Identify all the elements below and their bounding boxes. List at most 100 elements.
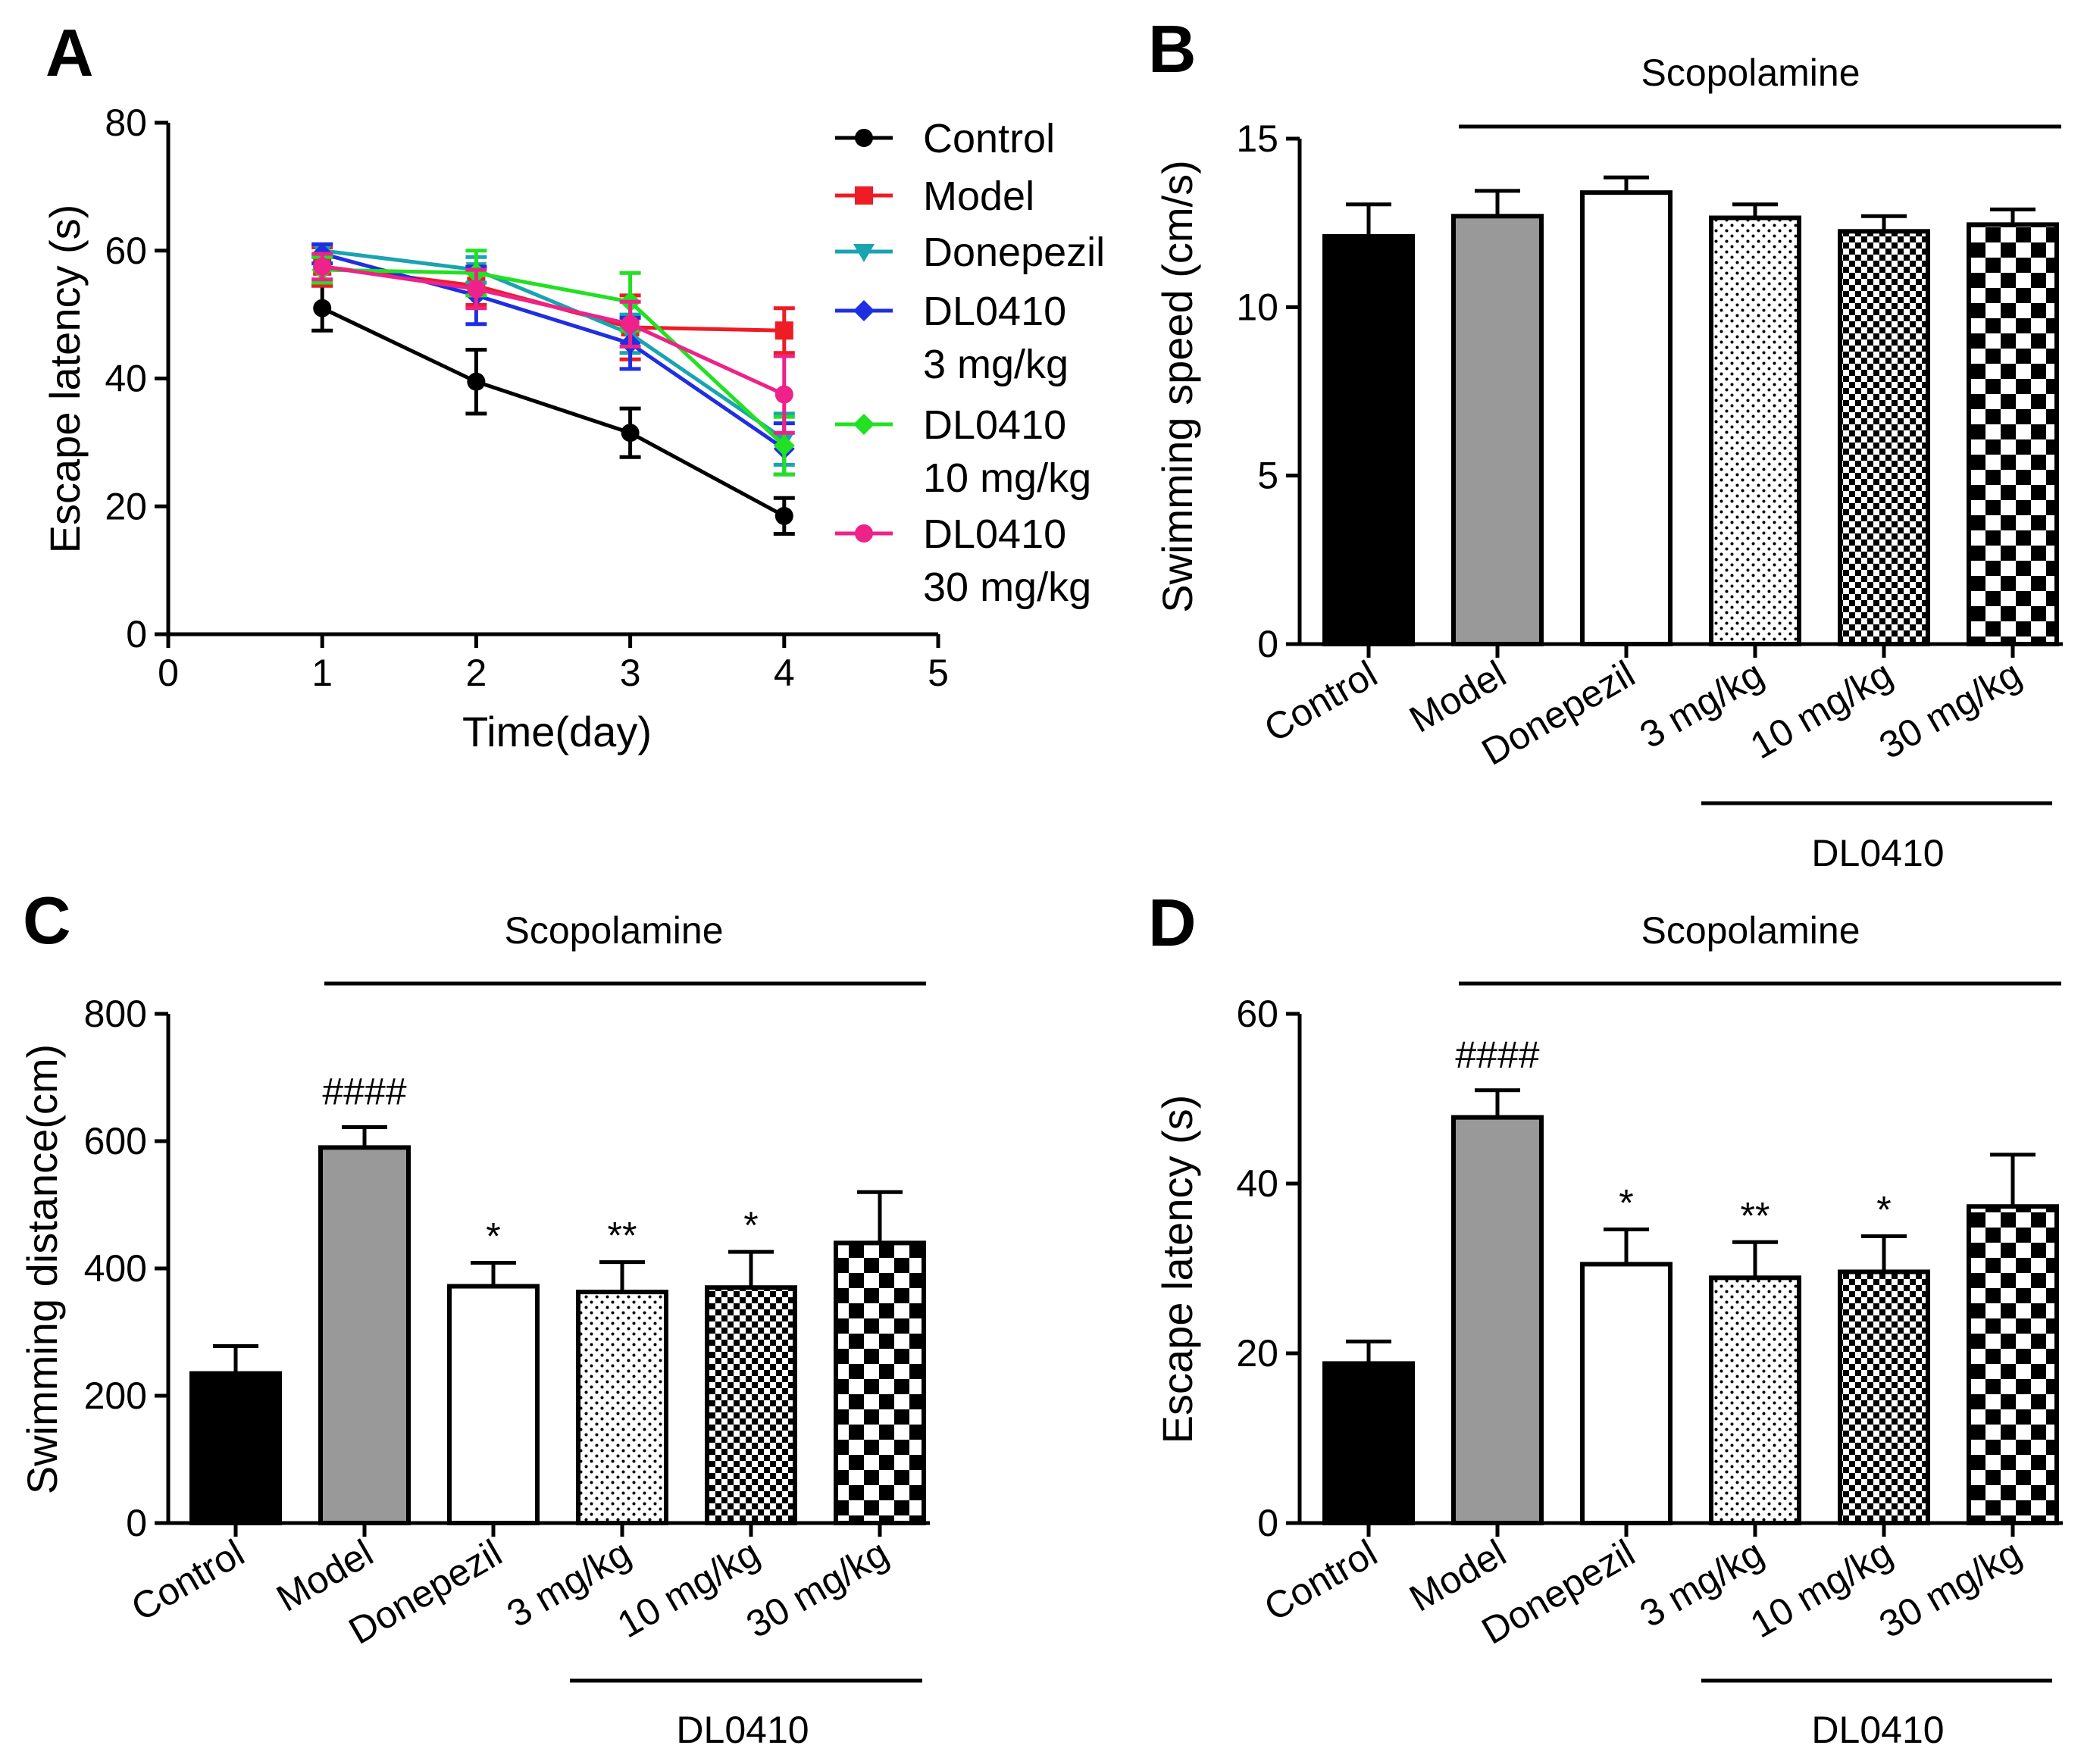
panel-a-x-tick-label: 4 bbox=[774, 652, 795, 694]
panel-c-bar bbox=[318, 1145, 411, 1526]
panel-d-bar bbox=[1967, 1204, 2059, 1525]
panel-b-bar bbox=[1322, 233, 1415, 647]
panel-c-x-tick-label: 10 mg/kg bbox=[610, 1531, 766, 1646]
panel-b-bar bbox=[1838, 229, 1930, 646]
panel-a-y-tick-label: 20 bbox=[105, 485, 147, 527]
panel-c-y-axis-label: Swimming distance(cm) bbox=[18, 1044, 66, 1494]
panel-d: D Escape latency (s) Scopolamine DL0410 … bbox=[1148, 885, 2063, 1751]
panel-a: A Escape latency (s) Time(day) 020406080… bbox=[41, 15, 1105, 755]
panel-a-legend-label: DL0410 bbox=[923, 402, 1066, 448]
panel-b-bottom-group-label: DL0410 bbox=[1811, 832, 1944, 874]
panel-a-legend-swatch-marker bbox=[855, 186, 873, 205]
panel-d-bar bbox=[1322, 1361, 1415, 1525]
panel-c-y-tick-label: 600 bbox=[84, 1120, 147, 1162]
panel-a-legend-label: DL0410 bbox=[923, 511, 1066, 557]
panel-b-top-group-label: Scopolamine bbox=[1641, 52, 1860, 94]
panel-a-legend-swatch-marker bbox=[855, 129, 873, 147]
panel-d-y-tick-label: 0 bbox=[1257, 1502, 1278, 1544]
panel-b: B Swimming speed (cm/s) Scopolamine DL04… bbox=[1148, 11, 2063, 874]
panel-a-data-point bbox=[621, 424, 640, 443]
panel-d-top-group-label: Scopolamine bbox=[1641, 909, 1860, 952]
panel-b-x-tick-label: 30 mg/kg bbox=[1872, 652, 2028, 767]
panel-b-bar bbox=[1967, 222, 2059, 646]
panel-a-data-point bbox=[773, 435, 795, 457]
panel-a-x-tick-label: 2 bbox=[465, 652, 487, 694]
panel-a-x-tick-label: 0 bbox=[158, 652, 179, 694]
panel-a-legend-swatch-marker bbox=[853, 300, 875, 321]
panel-a-legend-swatch-marker bbox=[853, 244, 875, 262]
panel-a-data-point bbox=[313, 299, 332, 317]
panel-d-x-tick-label: Control bbox=[1257, 1531, 1385, 1629]
panel-a-data-point bbox=[774, 321, 793, 340]
panel-b-letter: B bbox=[1148, 11, 1197, 86]
panel-d-significance-label: ** bbox=[1741, 1194, 1770, 1237]
panel-a-legend-label: Control bbox=[923, 116, 1055, 161]
panel-a-x-tick-label: 3 bbox=[620, 652, 641, 694]
panel-d-letter: D bbox=[1148, 885, 1197, 960]
panel-d-y-tick-label: 60 bbox=[1236, 993, 1278, 1035]
panel-a-y-tick-label: 80 bbox=[105, 102, 147, 144]
panel-c-bottom-group-label: DL0410 bbox=[676, 1709, 809, 1751]
panel-c-significance-label: * bbox=[486, 1215, 500, 1257]
panel-a-series-4 bbox=[311, 249, 795, 477]
panel-c-y-tick-label: 0 bbox=[126, 1502, 147, 1544]
panel-c-x-tick-label: 30 mg/kg bbox=[739, 1531, 895, 1646]
panel-a-legend-item: DL0410 10 mg/kg bbox=[835, 402, 1091, 501]
panel-a-data-point bbox=[774, 385, 793, 404]
panel-d-y-tick-label: 40 bbox=[1236, 1162, 1278, 1205]
panel-c-bar bbox=[834, 1240, 926, 1526]
panel-a-series-line bbox=[321, 249, 786, 441]
panel-b-y-tick-label: 15 bbox=[1236, 117, 1278, 160]
panel-d-x-tick-label: 10 mg/kg bbox=[1743, 1531, 1899, 1646]
panel-a-legend-label: Model bbox=[923, 174, 1034, 219]
panel-a-axes: 0 20 40 60 80 0 1 2 3 4 5 bbox=[105, 102, 949, 694]
panel-d-x-tick-label: 30 mg/kg bbox=[1872, 1531, 2028, 1646]
panel-a-legend-swatch-marker bbox=[855, 524, 873, 543]
panel-b-bar bbox=[1451, 214, 1544, 647]
panel-c-bar bbox=[189, 1371, 282, 1525]
panel-c-y-tick-label: 800 bbox=[84, 993, 147, 1035]
panel-a-data-point bbox=[467, 372, 486, 391]
panel-a-legend-label: DL0410 bbox=[923, 289, 1066, 334]
panel-b-y-tick-label: 0 bbox=[1257, 623, 1278, 665]
panel-a-legend-item: DL0410 3 mg/kg bbox=[835, 289, 1069, 387]
panel-a-legend-item: DL0410 30 mg/kg bbox=[835, 511, 1091, 610]
panel-a-series-3 bbox=[311, 242, 795, 477]
panel-b-bar bbox=[1709, 215, 1801, 647]
panel-a-series-line bbox=[321, 252, 786, 451]
panel-c-bar bbox=[576, 1290, 668, 1525]
panel-a-series-line bbox=[322, 267, 786, 447]
panel-a-legend-item: Donepezil bbox=[835, 230, 1105, 275]
panel-a-letter: A bbox=[45, 15, 94, 90]
panel-c-significance-label: ** bbox=[608, 1215, 637, 1257]
panel-c-significance-label: #### bbox=[322, 1071, 406, 1113]
panel-d-significance-label: * bbox=[1619, 1181, 1633, 1224]
panel-a-legend-label: Donepezil bbox=[923, 230, 1105, 275]
panel-c-bar bbox=[447, 1284, 540, 1526]
panel-c: C Swimming distance(cm) Scopolamine DL04… bbox=[18, 883, 930, 1751]
panel-d-significance-label: #### bbox=[1455, 1034, 1539, 1076]
panel-d-y-tick-label: 20 bbox=[1236, 1332, 1278, 1375]
panel-a-y-tick-label: 0 bbox=[126, 613, 147, 655]
panel-a-series-5 bbox=[311, 252, 795, 435]
panel-c-significance-label: * bbox=[743, 1204, 758, 1246]
panel-d-bar bbox=[1451, 1115, 1544, 1525]
panel-a-series-line bbox=[321, 306, 785, 518]
panel-a-data-point bbox=[313, 257, 332, 276]
panel-a-legend-label-line2: 30 mg/kg bbox=[923, 565, 1091, 610]
panel-a-legend-label-line2: 10 mg/kg bbox=[923, 455, 1091, 501]
panel-b-y-tick-label: 10 bbox=[1236, 286, 1278, 328]
panel-b-x-tick-label: Control bbox=[1257, 652, 1385, 750]
panel-c-y-tick-label: 400 bbox=[84, 1247, 147, 1290]
panel-c-y-tick-label: 200 bbox=[84, 1375, 147, 1417]
panel-b-bar bbox=[1580, 190, 1673, 646]
panel-d-bar bbox=[1709, 1275, 1801, 1525]
panel-a-x-tick-label: 1 bbox=[311, 652, 333, 694]
panel-c-top-group-label: Scopolamine bbox=[504, 909, 723, 952]
panel-a-legend-swatch-marker bbox=[853, 414, 875, 435]
